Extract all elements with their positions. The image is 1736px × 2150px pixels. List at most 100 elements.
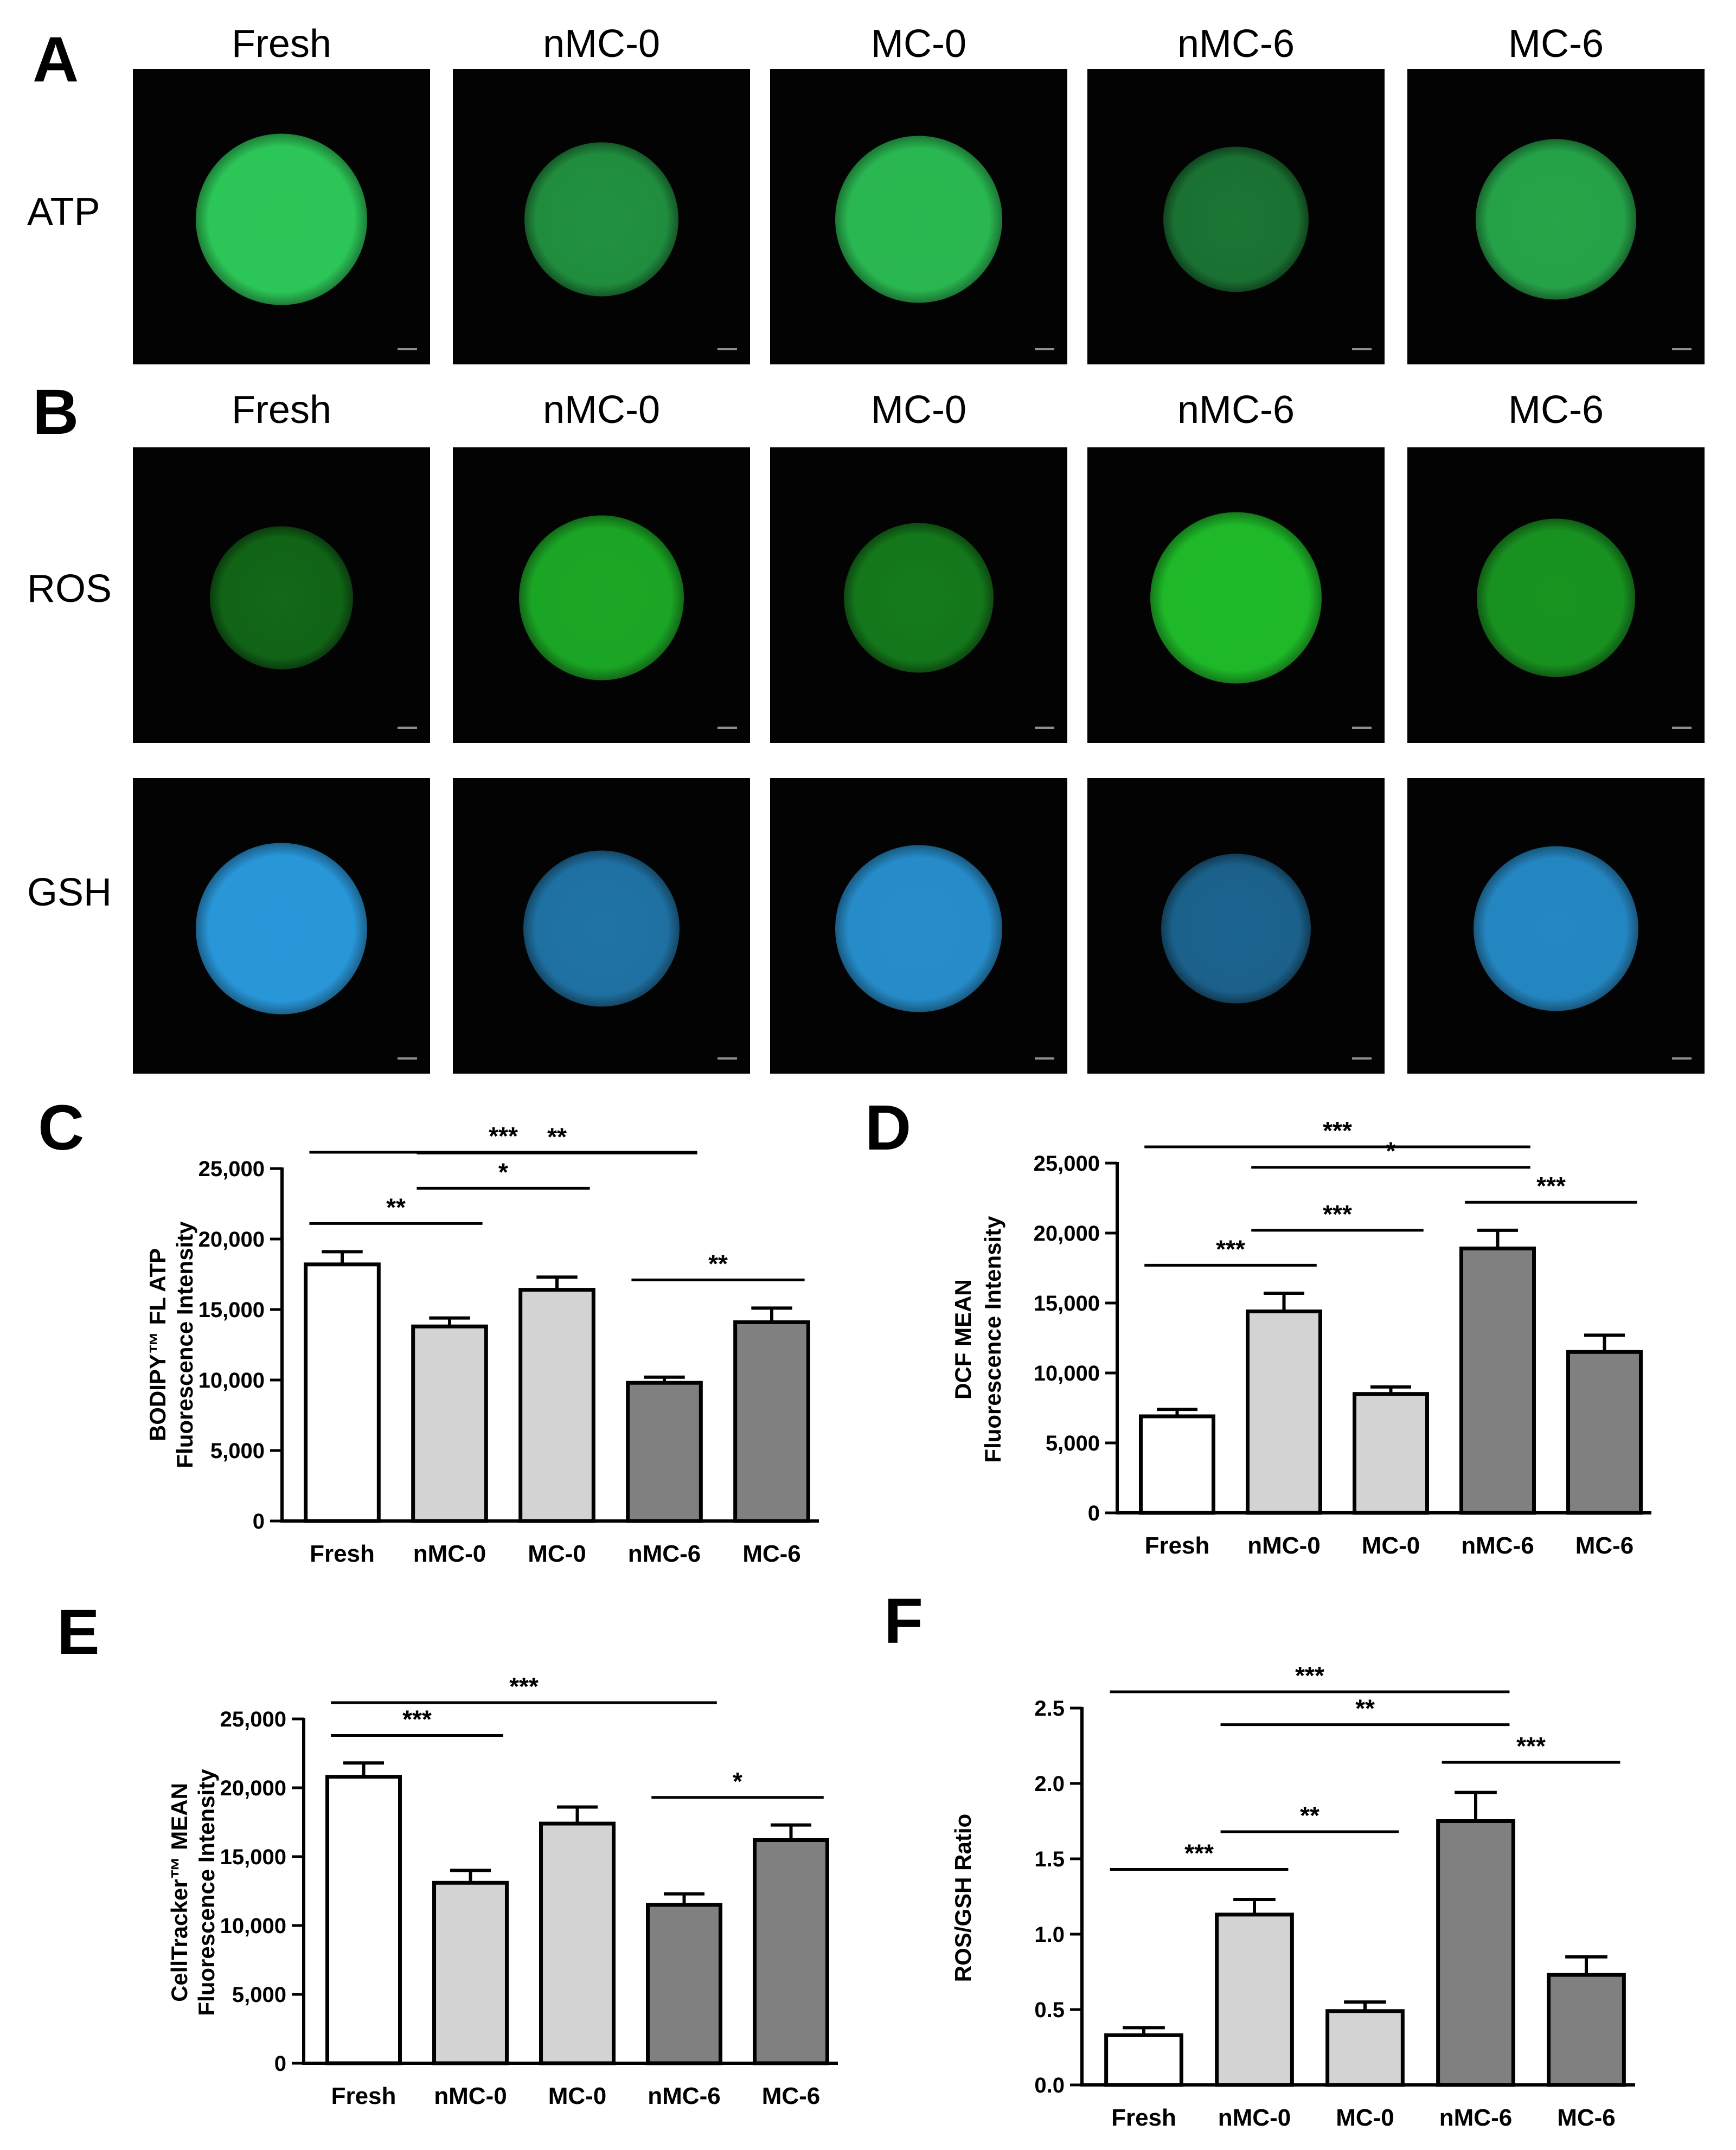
micrograph-ros-nmc-6 [1087,447,1385,743]
scale-bar [398,727,417,729]
y-axis-label: BODIPY™ FL ATP [145,1248,170,1441]
bar-nmc-6 [1436,1819,1515,2087]
micrograph-ros-mc-0 [770,447,1067,743]
micrograph-atp-nmc-6 [1087,69,1385,364]
x-tick-label-nmc-0: nMC-0 [413,1541,486,1567]
bar-mc-0 [1325,2009,1405,2087]
scale-bar [1352,348,1372,350]
y-tick-label: 25,000 [220,1708,286,1731]
x-tick-label-nmc-6: nMC-6 [628,1541,701,1567]
y-tick-label: 10,000 [1034,1362,1100,1385]
y-tick-label: 15,000 [220,1845,286,1869]
column-title-nmc-0: nMC-0 [543,388,660,432]
significance-label: ** [547,1122,567,1151]
oocyte-ros-nmc-0 [519,515,684,681]
significance-label: *** [402,1705,432,1733]
y-tick-label: 20,000 [1034,1222,1100,1246]
oocyte-atp-mc-0 [835,136,1002,303]
significance-label: ** [1300,1801,1319,1830]
y-axis-label: Fluorescence Intensity [172,1221,197,1468]
x-tick-label-mc-6: MC-6 [1557,2104,1616,2131]
column-title-nmc-0: nMC-0 [543,22,660,66]
bar-mc-6 [733,1320,810,1523]
row-label-ros: ROS [27,567,112,611]
micrograph-gsh-fresh [133,778,430,1074]
oocyte-gsh-mc-6 [1474,846,1638,1011]
bar-nmc-6 [1459,1246,1536,1515]
oocyte-atp-mc-6 [1476,139,1636,300]
bar-fresh [1104,2033,1183,2087]
x-tick-label-nmc-6: nMC-6 [1461,1532,1534,1559]
y-tick-label: 20,000 [220,1776,286,1800]
column-title-mc-0: MC-0 [871,22,966,66]
x-tick-label-mc-0: MC-0 [548,2083,607,2109]
column-title-nmc-6: nMC-6 [1177,22,1295,66]
y-tick-label: 1.5 [1034,1847,1065,1871]
panel-letter-b: B [33,376,79,448]
significance-label: *** [489,1122,518,1150]
significance-label: *** [1516,1732,1546,1760]
chart-e-celltracker: E 0 5,000 10,000 15,000 20,000 25,000 CellTrac… [57,1596,838,2109]
row-label-atp: ATP [27,190,100,234]
significance-label: * [519,1672,529,1700]
column-title-fresh: Fresh [232,22,331,66]
y-tick-label: 5,000 [210,1439,265,1463]
significance-label: *** [1323,1116,1352,1145]
micrograph-gsh-mc-6 [1407,778,1705,1074]
x-tick-label-mc-6: MC-6 [762,2083,821,2109]
y-tick-label: 1.0 [1034,1923,1065,1947]
panel-letter-a: A [33,24,79,95]
y-tick-label: 15,000 [1034,1292,1100,1315]
significance-label: *** [1323,1200,1352,1228]
x-tick-label-mc-6: MC-6 [742,1541,801,1567]
x-tick-label-fresh: Fresh [1111,2104,1176,2131]
bar-nmc-6 [646,1903,722,2065]
scale-bar [398,348,417,350]
y-tick-label: 0.5 [1034,1998,1065,2022]
scale-bar [718,348,737,350]
column-title-nmc-6: nMC-6 [1177,388,1295,432]
x-tick-label-mc-0: MC-0 [1336,2104,1394,2131]
y-tick-label: 0 [1088,1501,1100,1525]
significance-label: ** [708,1249,728,1278]
x-tick-label-mc-0: MC-0 [528,1541,586,1567]
bar-mc-0 [539,1821,616,2065]
scale-bar [398,1057,417,1060]
scale-bar [718,727,737,729]
bar-mc-0 [1353,1392,1429,1515]
oocyte-atp-nmc-6 [1163,146,1309,292]
micrograph-gsh-nmc-6 [1087,778,1385,1074]
y-tick-label: 2.5 [1034,1697,1065,1721]
y-tick-label: 25,000 [198,1157,265,1181]
x-tick-label-nmc-0: nMC-0 [1218,2104,1291,2131]
x-tick-label-nmc-6: nMC-6 [648,2083,720,2109]
micrograph-atp-nmc-0 [453,69,750,364]
significance-label: ** [386,1193,406,1221]
x-tick-label-mc-6: MC-6 [1575,1532,1634,1559]
bar-nmc-0 [411,1324,488,1523]
bar-mc-0 [518,1288,595,1523]
oocyte-atp-fresh [196,133,367,305]
y-tick-label: 5,000 [232,1983,286,2007]
y-tick-label: 10,000 [198,1369,265,1392]
column-title-mc-6: MC-6 [1508,388,1604,432]
x-tick-label-mc-0: MC-0 [1362,1532,1420,1559]
y-tick-label: 2.0 [1034,1772,1065,1796]
scale-bar [1035,348,1054,350]
y-axis-label: Fluorescence Intensity [194,1769,219,2016]
significance-label: *** [1295,1661,1324,1690]
bar-fresh [325,1775,402,2065]
significance-label: *** [1184,1839,1214,1867]
x-tick-label-nmc-6: nMC-6 [1439,2104,1512,2131]
bar-fresh [1139,1414,1215,1515]
y-tick-label: 5,000 [1046,1432,1100,1455]
x-tick-label-nmc-0: nMC-0 [1247,1532,1320,1559]
micrograph-ros-nmc-0 [453,447,750,743]
micrograph-ros-fresh [133,447,430,743]
column-title-mc-6: MC-6 [1508,22,1604,66]
panel-letter-c: C [38,1092,84,1164]
bar-nmc-0 [432,1881,509,2065]
oocyte-gsh-fresh [196,843,367,1015]
y-tick-label: 10,000 [220,1914,286,1938]
chart-d-dcf: D 0 5,000 10,000 15,000 20,000 25,000 DCF MEAN… [865,1092,1651,1559]
